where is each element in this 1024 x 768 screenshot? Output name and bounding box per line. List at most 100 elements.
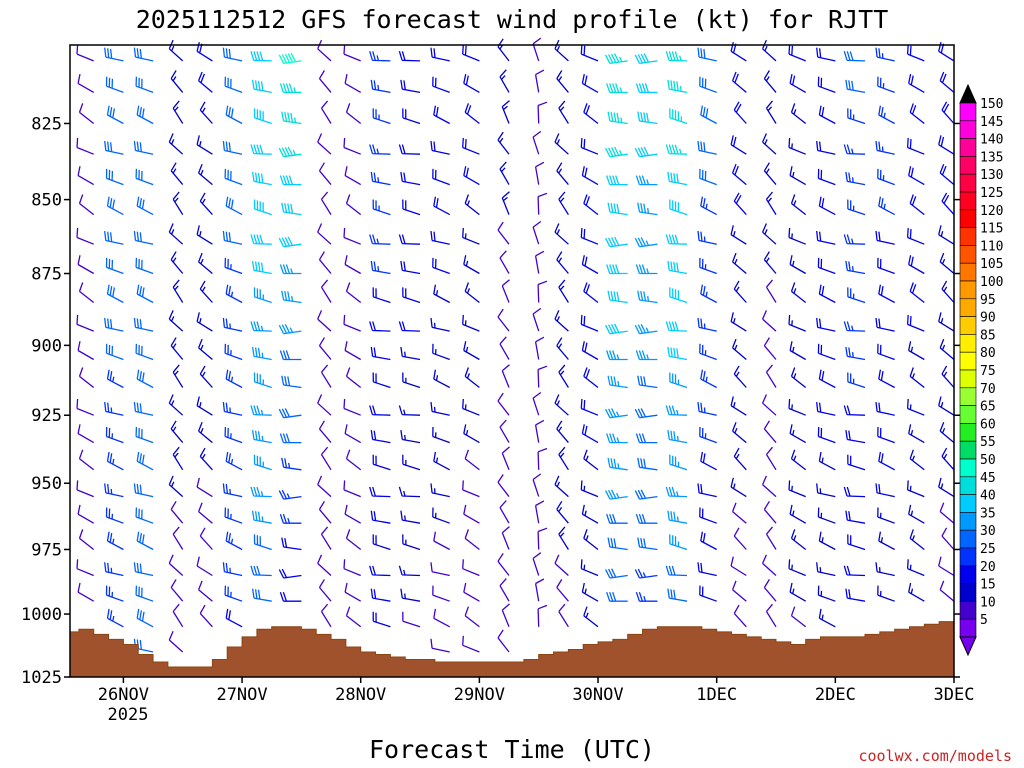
wind-barb — [170, 251, 184, 274]
wind-barb — [344, 166, 362, 186]
wind-barb — [583, 103, 599, 125]
colorbar-swatch — [959, 120, 977, 139]
wind-barb — [634, 324, 658, 335]
wind-barb — [665, 486, 688, 498]
wind-barb — [875, 140, 895, 155]
wind-barb — [847, 534, 866, 551]
wind-barb — [464, 103, 480, 125]
wind-barb — [317, 223, 332, 245]
wind-barb — [733, 192, 747, 216]
wind-barb — [877, 168, 895, 186]
wind-barb — [104, 47, 124, 62]
wind-barb — [635, 591, 658, 602]
wind-barb — [845, 346, 866, 361]
wind-barb — [763, 337, 777, 360]
colorbar-label: 120 — [980, 204, 1003, 219]
x-tick-label: 26NOV — [98, 685, 149, 705]
wind-barb — [878, 105, 896, 125]
y-tick-label: 1025 — [21, 668, 62, 688]
wind-barb — [343, 398, 361, 416]
wind-barb — [250, 565, 272, 577]
wind-barb — [463, 424, 480, 444]
wind-barb — [908, 341, 925, 361]
wind-barb — [818, 105, 836, 125]
wind-barb — [634, 489, 658, 500]
wind-barb — [790, 606, 807, 628]
wind-barb — [733, 280, 747, 303]
wind-barb — [398, 51, 421, 62]
wind-barb — [818, 369, 836, 389]
wind-barb — [730, 312, 747, 332]
wind-barb — [499, 336, 510, 360]
wind-barb — [250, 51, 272, 62]
wind-barb — [369, 321, 391, 332]
wind-barb — [224, 585, 243, 602]
wind-barb — [78, 103, 95, 125]
wind-barb — [279, 83, 302, 94]
wind-barb — [462, 137, 480, 155]
wind-barb — [344, 504, 362, 524]
wind-barb — [170, 420, 184, 444]
wind-barb — [225, 284, 243, 304]
wind-barb — [697, 483, 717, 498]
wind-barb — [843, 321, 866, 332]
wind-barb — [605, 489, 628, 500]
colorbar-swatch — [959, 583, 977, 602]
wind-barb — [225, 369, 243, 389]
wind-barb — [253, 454, 272, 471]
wind-barb — [765, 526, 777, 550]
wind-barb — [789, 73, 807, 93]
colorbar-swatch — [959, 262, 977, 282]
wind-barb — [762, 310, 777, 332]
wind-barb — [501, 191, 510, 215]
wind-barb — [607, 537, 628, 551]
wind-barb — [816, 483, 836, 498]
wind-barb — [106, 531, 124, 551]
wind-barb — [556, 337, 569, 360]
wind-barb — [196, 225, 213, 245]
wind-barb — [939, 163, 955, 186]
wind-barb — [135, 426, 154, 444]
wind-barb — [105, 257, 124, 275]
wind-barb — [136, 531, 154, 551]
wind-barb — [104, 483, 124, 498]
wind-barb — [532, 473, 542, 497]
wind-barb — [168, 310, 184, 332]
wind-barb — [731, 502, 747, 524]
wind-barb — [197, 502, 213, 524]
wind-barb — [196, 396, 213, 416]
wind-barb — [317, 310, 332, 332]
wind-barb — [554, 39, 569, 62]
wind-barb — [941, 365, 955, 388]
wind-barb — [464, 194, 480, 216]
wind-barb — [700, 451, 718, 471]
wind-barb — [938, 135, 955, 155]
y-tick-label: 925 — [31, 406, 62, 426]
wind-barb — [136, 451, 154, 471]
wind-barb — [372, 108, 391, 125]
wind-barb — [790, 282, 807, 304]
wind-barb — [699, 257, 717, 275]
wind-barb — [537, 280, 548, 303]
wind-barb — [556, 420, 569, 444]
colorbar-swatch — [959, 387, 977, 406]
wind-barb — [343, 227, 361, 245]
colorbar-swatch — [959, 565, 977, 584]
wind-barb — [730, 477, 747, 498]
colorbar-label: 45 — [980, 471, 996, 486]
wind-barb — [762, 554, 777, 576]
wind-barb — [136, 105, 154, 125]
wind-barb — [788, 227, 806, 245]
wind-barb — [344, 341, 362, 361]
wind-barb — [317, 39, 332, 62]
wind-barb — [222, 140, 243, 155]
wind-barb — [224, 168, 243, 186]
wind-barb — [558, 364, 569, 388]
wind-barb — [637, 537, 658, 551]
colorbar-label: 15 — [980, 578, 996, 593]
wind-barb — [501, 364, 510, 388]
wind-barb — [843, 565, 866, 577]
wind-barb — [225, 105, 243, 125]
wind-barb — [941, 280, 955, 303]
colorbar-label: 110 — [980, 239, 1003, 254]
